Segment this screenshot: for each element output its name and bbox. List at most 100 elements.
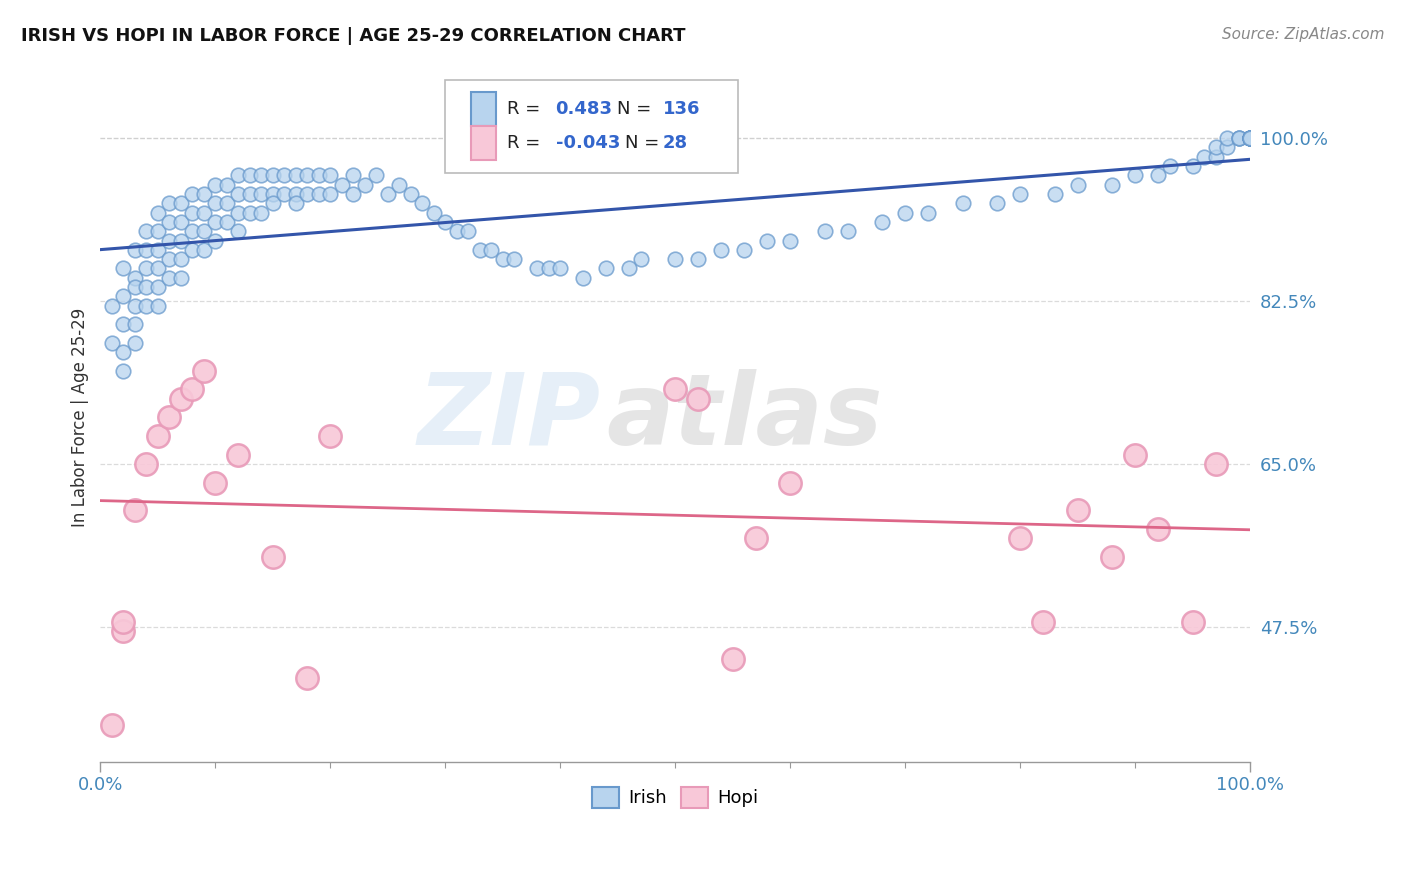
Point — [1010, 532, 1032, 546]
Point — [503, 252, 526, 267]
Point — [457, 224, 479, 238]
Point — [181, 243, 204, 257]
Point — [411, 196, 433, 211]
Point — [101, 299, 124, 313]
Point — [262, 186, 284, 201]
Text: N =: N = — [624, 134, 659, 153]
Point — [226, 205, 249, 219]
Point — [135, 299, 157, 313]
Point — [157, 410, 180, 425]
Point — [124, 270, 146, 285]
Point — [388, 178, 411, 192]
Point — [468, 243, 491, 257]
Point — [342, 169, 364, 183]
Point — [308, 169, 330, 183]
Point — [297, 671, 319, 685]
Point — [135, 243, 157, 257]
FancyBboxPatch shape — [446, 80, 738, 173]
Point — [297, 169, 319, 183]
Point — [193, 364, 215, 378]
Point — [204, 196, 226, 211]
Point — [239, 169, 262, 183]
Point — [1066, 178, 1088, 192]
Point — [319, 169, 342, 183]
Point — [1205, 140, 1227, 154]
Point — [226, 169, 249, 183]
Point — [744, 532, 766, 546]
Point — [146, 261, 169, 276]
Point — [157, 252, 180, 267]
Point — [1227, 131, 1250, 145]
Point — [733, 243, 755, 257]
Point — [1147, 169, 1170, 183]
Point — [146, 243, 169, 257]
Point — [952, 196, 974, 211]
Point — [124, 243, 146, 257]
Point — [721, 652, 744, 666]
Point — [377, 186, 399, 201]
Point — [779, 234, 801, 248]
Point — [101, 335, 124, 350]
Point — [664, 383, 686, 397]
Point — [193, 243, 215, 257]
Point — [204, 475, 226, 490]
Point — [170, 215, 193, 229]
Point — [1239, 131, 1261, 145]
Point — [262, 549, 284, 564]
Point — [572, 270, 595, 285]
Point — [124, 335, 146, 350]
Point — [226, 186, 249, 201]
Point — [124, 318, 146, 332]
Point — [1239, 131, 1261, 145]
Point — [1239, 131, 1261, 145]
Point — [146, 429, 169, 443]
Text: R =: R = — [508, 100, 540, 118]
Point — [157, 270, 180, 285]
Point — [273, 186, 295, 201]
Point — [112, 289, 135, 303]
Point — [446, 224, 468, 238]
Text: atlas: atlas — [606, 369, 883, 466]
Point — [170, 252, 193, 267]
Point — [273, 169, 295, 183]
Point — [135, 280, 157, 294]
Point — [1239, 131, 1261, 145]
Point — [434, 215, 457, 229]
Point — [894, 205, 917, 219]
Point — [284, 186, 307, 201]
Point — [1216, 131, 1239, 145]
Point — [986, 196, 1008, 211]
Point — [157, 196, 180, 211]
FancyBboxPatch shape — [471, 126, 496, 161]
Point — [112, 318, 135, 332]
Point — [226, 448, 249, 462]
Point — [170, 234, 193, 248]
Point — [1239, 131, 1261, 145]
Point — [181, 205, 204, 219]
Point — [342, 186, 364, 201]
Point — [112, 345, 135, 359]
Point — [135, 224, 157, 238]
Point — [297, 186, 319, 201]
Point — [1239, 131, 1261, 145]
Text: ZIP: ZIP — [418, 369, 600, 466]
Point — [1123, 448, 1146, 462]
Point — [284, 196, 307, 211]
Point — [630, 252, 652, 267]
Point — [1216, 140, 1239, 154]
Point — [146, 205, 169, 219]
Point — [170, 196, 193, 211]
Point — [262, 169, 284, 183]
Point — [112, 615, 135, 629]
Point — [1239, 131, 1261, 145]
Point — [284, 169, 307, 183]
Point — [181, 224, 204, 238]
Point — [537, 261, 560, 276]
Point — [479, 243, 502, 257]
Point — [124, 299, 146, 313]
Point — [250, 169, 273, 183]
Point — [204, 215, 226, 229]
Point — [1101, 549, 1123, 564]
Point — [1239, 131, 1261, 145]
Point — [181, 186, 204, 201]
